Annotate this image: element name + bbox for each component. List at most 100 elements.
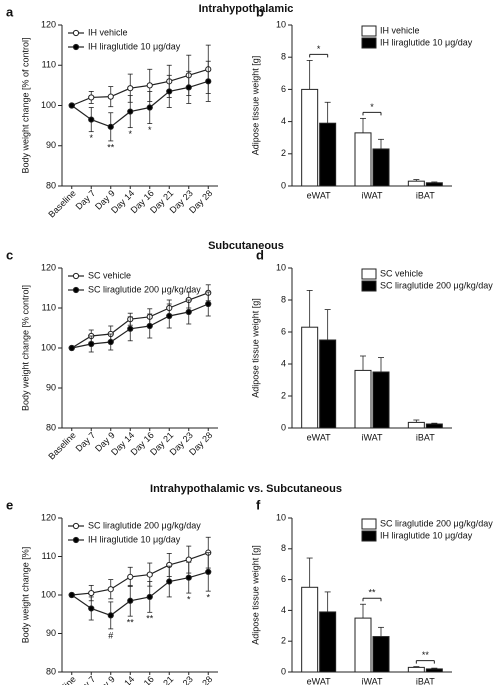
y-tick-label: 90 (46, 382, 56, 392)
y-tick-label: 110 (42, 60, 56, 70)
bar (319, 339, 337, 429)
y-tick-label: 90 (46, 628, 56, 638)
legend-marker (72, 536, 80, 544)
significance-label: * (370, 102, 374, 112)
y-tick-label: 10 (276, 262, 286, 272)
bar (425, 423, 443, 429)
legend-label: SC liraglutide 200 μg/kg/day (380, 518, 493, 528)
annotation: * (128, 129, 132, 139)
y-tick-label: 120 (41, 512, 56, 522)
panel-label: b (256, 4, 264, 19)
x-tick-label: Day 23 (168, 674, 195, 685)
y-tick-label: 110 (42, 551, 56, 561)
x-tick-label: Day 7 (74, 430, 98, 454)
point (205, 300, 212, 308)
point (107, 123, 114, 130)
legend-marker (72, 522, 80, 530)
legend-label: SC liraglutide 200 μg/kg/day (88, 284, 201, 294)
bar (319, 122, 337, 187)
annotation: * (187, 594, 191, 604)
point (127, 325, 134, 332)
point (166, 578, 173, 585)
point (88, 340, 95, 348)
legend-label: SC liraglutide 200 μg/kg/day (88, 520, 201, 530)
point (68, 344, 75, 352)
x-tick-label: Day 21 (148, 674, 175, 685)
y-tick-label: 8 (281, 543, 286, 553)
legend-label: SC vehicle (88, 270, 131, 280)
annotation: ** (127, 618, 135, 628)
point (166, 312, 173, 320)
panel-label: c (6, 247, 13, 262)
y-tick-label: 2 (281, 390, 286, 400)
point (127, 85, 134, 92)
legend-swatch (361, 518, 377, 530)
panel-label: e (6, 497, 13, 512)
significance-label: ** (368, 588, 376, 598)
point (107, 93, 114, 100)
point (185, 84, 192, 91)
point (127, 573, 134, 581)
x-tick-label: Day 28 (187, 674, 214, 685)
y-tick-label: 2 (281, 636, 286, 646)
bar (372, 636, 390, 673)
y-tick-label: 2 (281, 148, 286, 158)
y-tick-label: 8 (281, 294, 286, 304)
section-title: Intrahypothalamic (199, 3, 294, 15)
y-axis-title: Body weight change [% control] (20, 285, 30, 411)
bar (407, 666, 425, 673)
x-tick-label: iWAT (362, 190, 383, 200)
legend-swatch (361, 280, 377, 292)
y-tick-label: 120 (41, 262, 56, 272)
point (88, 116, 95, 123)
x-tick-label: Day 7 (74, 674, 98, 685)
bar (354, 132, 372, 187)
y-tick-label: 0 (281, 666, 286, 676)
x-tick-label: Baseline (46, 430, 77, 461)
annotation: ** (146, 614, 154, 624)
point (146, 571, 153, 578)
series-line (71, 552, 209, 596)
y-axis-title: Adipose tissue weight [g] (250, 545, 260, 645)
bar (425, 668, 443, 673)
legend-marker (72, 29, 80, 37)
series-line (71, 68, 209, 107)
legend-label: IH vehicle (88, 27, 128, 37)
point (107, 586, 114, 593)
y-tick-label: 80 (46, 180, 56, 190)
x-tick-label: Day 14 (109, 674, 136, 685)
significance-label: * (317, 44, 321, 54)
y-tick-label: 4 (281, 116, 286, 126)
y-tick-label: 0 (281, 180, 286, 190)
significance-label: ** (422, 650, 430, 660)
annotation: * (206, 593, 210, 603)
bar (372, 371, 390, 429)
x-tick-label: eWAT (307, 676, 332, 685)
y-axis-title: Body weight change [% of control] (20, 37, 30, 173)
x-tick-label: Baseline (46, 188, 77, 219)
x-tick-label: iWAT (362, 432, 383, 442)
y-tick-label: 4 (281, 358, 286, 368)
y-tick-label: 6 (281, 84, 286, 94)
y-tick-label: 100 (41, 589, 56, 599)
point (185, 556, 192, 563)
y-tick-label: 100 (41, 100, 56, 110)
x-tick-label: eWAT (307, 432, 332, 442)
section-title: Subcutaneous (208, 240, 284, 252)
point (127, 597, 134, 604)
series-line (71, 571, 209, 617)
legend-label: IH vehicle (380, 25, 420, 35)
series-line (71, 292, 209, 349)
point (205, 568, 212, 576)
x-tick-label: iBAT (416, 190, 435, 200)
panel-label: f (256, 497, 261, 512)
point (146, 104, 153, 111)
x-tick-label: iBAT (416, 676, 435, 685)
bar (372, 148, 390, 187)
point (88, 94, 95, 101)
y-tick-label: 120 (41, 19, 56, 29)
bar (354, 369, 372, 429)
point (146, 82, 153, 89)
point (68, 591, 75, 599)
panel-label: a (6, 4, 14, 19)
